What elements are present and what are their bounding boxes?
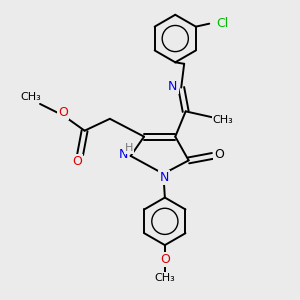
Text: O: O (72, 155, 82, 168)
Text: O: O (214, 148, 224, 161)
Text: CH₃: CH₃ (154, 273, 175, 283)
Text: N: N (118, 148, 128, 161)
Text: N: N (168, 80, 178, 93)
Text: CH₃: CH₃ (20, 92, 41, 102)
Text: Cl: Cl (217, 17, 229, 30)
Text: N: N (159, 171, 169, 184)
Text: CH₃: CH₃ (212, 115, 233, 125)
Text: O: O (58, 106, 68, 119)
Text: H: H (125, 143, 134, 153)
Text: O: O (160, 254, 170, 266)
